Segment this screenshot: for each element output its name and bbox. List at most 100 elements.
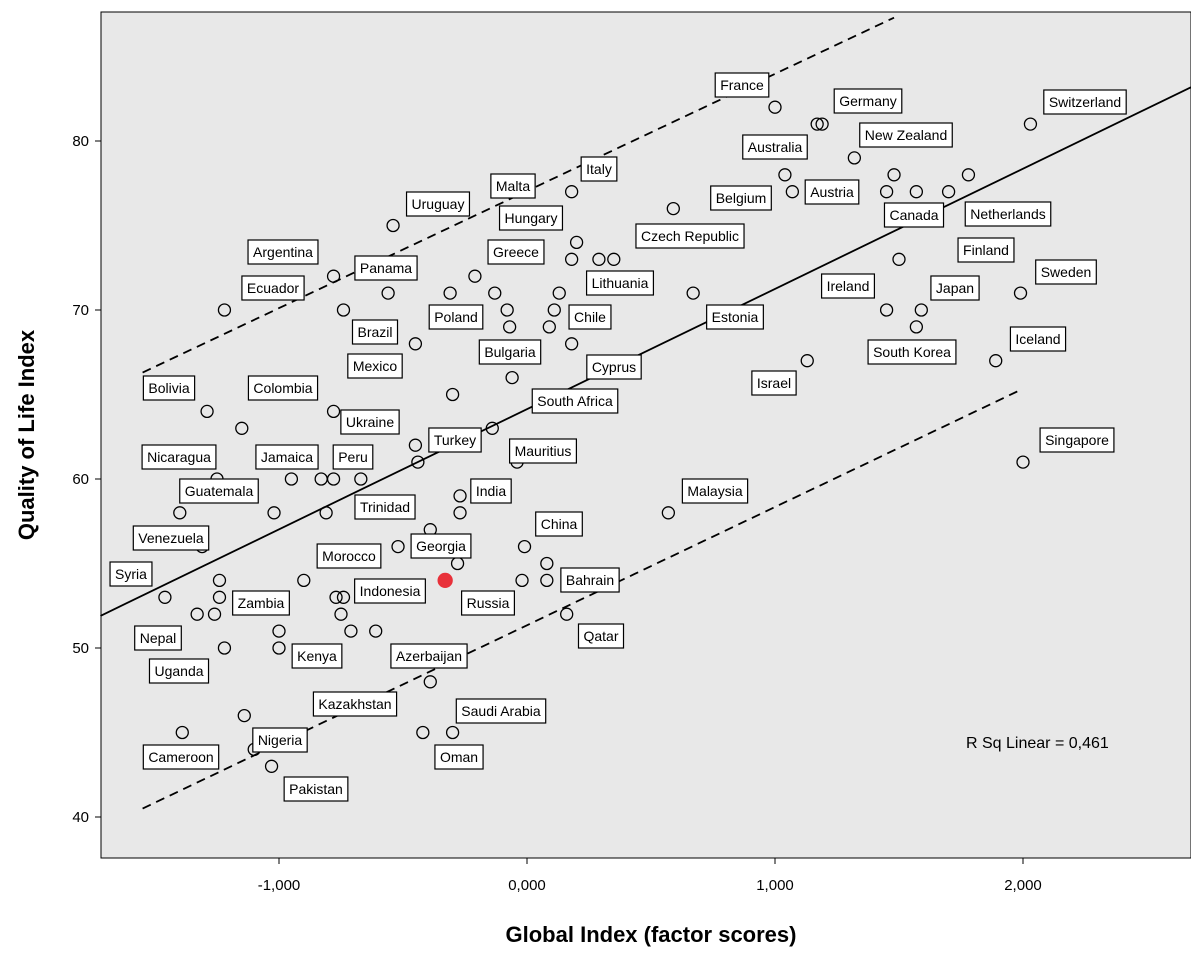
data-point-morocco bbox=[391, 539, 405, 554]
data-point-hungary bbox=[569, 235, 584, 250]
data-label-hungary: Hungary bbox=[498, 205, 564, 231]
data-point-oman bbox=[416, 725, 430, 740]
data-point-germany bbox=[810, 117, 824, 131]
data-label-text: Panama bbox=[360, 260, 412, 276]
data-label-box bbox=[681, 478, 749, 504]
data-label-box bbox=[255, 444, 319, 470]
data-point-guatemala bbox=[173, 506, 187, 520]
data-point bbox=[515, 573, 529, 588]
data-point-ecuador bbox=[217, 303, 232, 317]
data-label-box bbox=[354, 494, 416, 520]
data-label-box bbox=[490, 173, 536, 199]
data-label-box bbox=[461, 590, 515, 616]
data-label-box bbox=[312, 691, 398, 717]
data-label-text: Ukraine bbox=[346, 414, 394, 430]
data-label-japan: Japan bbox=[930, 275, 980, 301]
y-tick-label: 80 bbox=[72, 133, 89, 150]
data-point bbox=[334, 607, 348, 621]
data-label-nigeria: Nigeria bbox=[252, 727, 308, 753]
data-point-austria bbox=[887, 168, 901, 182]
data-point bbox=[411, 455, 425, 469]
data-point bbox=[369, 624, 383, 638]
data-label-text: Malta bbox=[496, 178, 530, 194]
data-label-box bbox=[428, 427, 482, 453]
data-point bbox=[453, 506, 467, 520]
data-label-indonesia: Indonesia bbox=[354, 578, 426, 604]
data-label-box bbox=[1039, 427, 1115, 453]
data-label-kazakhstan: Kazakhstan bbox=[312, 691, 398, 717]
data-label-text: Malaysia bbox=[687, 483, 742, 499]
data-label-panama: Panama bbox=[354, 255, 418, 281]
data-point-bahrain bbox=[540, 573, 554, 588]
data-label-morocco: Morocco bbox=[316, 543, 382, 569]
data-label-box bbox=[535, 511, 583, 537]
data-point-kazakhstan bbox=[237, 708, 251, 723]
data-label-text: Uganda bbox=[154, 663, 203, 679]
data-label-text: Sweden bbox=[1041, 264, 1092, 280]
data-labels: France Germany Switzerland Australia New Zea… bbox=[109, 72, 1127, 802]
data-point bbox=[552, 286, 566, 300]
data-point bbox=[336, 303, 351, 317]
data-point-poland bbox=[443, 286, 457, 300]
data-label-box bbox=[751, 370, 797, 396]
data-label-india: India bbox=[470, 478, 512, 504]
data-label-switzerland: Switzerland bbox=[1043, 89, 1127, 115]
data-label-brazil: Brazil bbox=[351, 319, 399, 345]
data-label-cameroon: Cameroon bbox=[142, 744, 220, 770]
data-point-belgium bbox=[785, 185, 800, 199]
data-point bbox=[607, 252, 621, 266]
data-label-text: New Zealand bbox=[865, 127, 948, 143]
data-label-text: Cyprus bbox=[592, 359, 636, 375]
data-point-saudi-arabia bbox=[445, 725, 460, 740]
data-label-box bbox=[867, 339, 957, 365]
data-label-italy: Italy bbox=[580, 156, 618, 182]
data-point-brazil bbox=[408, 337, 423, 351]
data-point-azerbaijan bbox=[423, 675, 437, 689]
data-point-singapore bbox=[1016, 455, 1030, 469]
data-label-text: Bolivia bbox=[148, 380, 189, 396]
data-label-poland: Poland bbox=[428, 304, 484, 330]
data-label-text: Iceland bbox=[1015, 331, 1060, 347]
data-label-text: Jamaica bbox=[261, 449, 313, 465]
data-label-box bbox=[560, 567, 620, 593]
data-label-box bbox=[142, 744, 220, 770]
data-label-box bbox=[109, 561, 153, 587]
data-label-box bbox=[340, 409, 400, 435]
data-label-text: Nigeria bbox=[258, 732, 303, 748]
data-label-box bbox=[820, 273, 876, 299]
data-label-box bbox=[141, 444, 217, 470]
data-label-box bbox=[714, 72, 770, 98]
data-label-box bbox=[568, 304, 612, 330]
data-label-box bbox=[232, 590, 290, 616]
data-label-text: Colombia bbox=[253, 380, 312, 396]
data-label-text: Azerbaijan bbox=[396, 648, 462, 664]
data-label-text: Israel bbox=[757, 375, 791, 391]
data-point-czech-republic bbox=[666, 201, 680, 216]
data-label-sweden: Sweden bbox=[1035, 259, 1097, 285]
data-label-box bbox=[347, 353, 403, 379]
data-label-box bbox=[964, 201, 1052, 227]
data-label-box bbox=[586, 354, 642, 380]
data-label-text: Morocco bbox=[322, 548, 376, 564]
data-label-kenya: Kenya bbox=[291, 643, 343, 669]
data-point-colombia bbox=[235, 421, 249, 435]
data-label-box bbox=[291, 643, 343, 669]
data-point-ukraine bbox=[326, 404, 341, 419]
data-point-canada bbox=[879, 185, 894, 199]
data-label-text: Oman bbox=[440, 749, 478, 765]
data-point-estonia bbox=[686, 286, 700, 300]
data-label-text: Germany bbox=[839, 93, 897, 109]
data-label-box bbox=[390, 643, 468, 669]
data-label-text: Pakistan bbox=[289, 781, 343, 797]
data-label-box bbox=[410, 533, 472, 559]
data-label-box bbox=[883, 202, 945, 228]
data-label-box bbox=[332, 444, 374, 470]
data-point-australia bbox=[778, 168, 792, 182]
data-label-text: South Africa bbox=[537, 393, 613, 409]
data-label-israel: Israel bbox=[751, 370, 797, 396]
data-label-text: Greece bbox=[493, 244, 539, 260]
data-label-text: Bahrain bbox=[566, 572, 614, 588]
data-point-south-africa bbox=[485, 421, 499, 435]
regression-line bbox=[100, 86, 1191, 617]
